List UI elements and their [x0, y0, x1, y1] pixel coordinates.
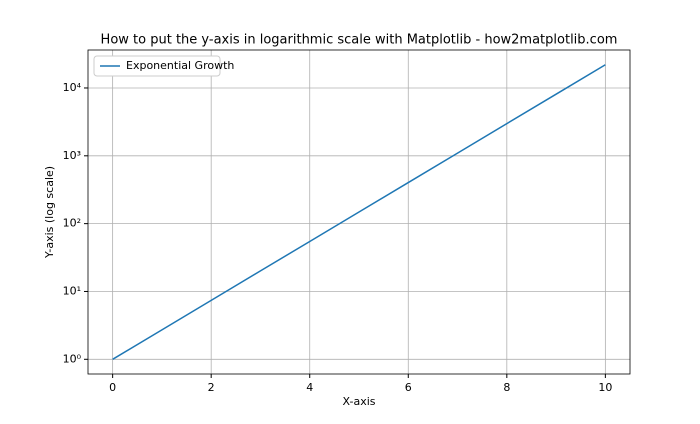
y-tick-label: 10² — [63, 217, 81, 230]
chart-title: How to put the y-axis in logarithmic sca… — [101, 33, 618, 48]
y-tick-label: 10⁴ — [63, 81, 82, 94]
x-tick-label: 8 — [503, 381, 510, 394]
x-tick-label: 6 — [405, 381, 412, 394]
plot-frame — [87, 49, 631, 375]
legend-label: Exponential Growth — [126, 59, 234, 72]
x-tick-label: 4 — [306, 381, 313, 394]
x-tick-label: 2 — [208, 381, 215, 394]
legend-box — [93, 55, 221, 77]
y-tick-label: 10³ — [63, 149, 81, 162]
y-tick-label: 10⁰ — [63, 352, 82, 365]
x-tick-label: 10 — [598, 381, 612, 394]
x-axis-label: X-axis — [343, 395, 376, 408]
y-tick-label: 10¹ — [63, 284, 81, 297]
data-line — [112, 64, 606, 360]
y-axis-label: Y-axis (log scale) — [43, 166, 56, 259]
x-tick-label: 0 — [109, 381, 116, 394]
